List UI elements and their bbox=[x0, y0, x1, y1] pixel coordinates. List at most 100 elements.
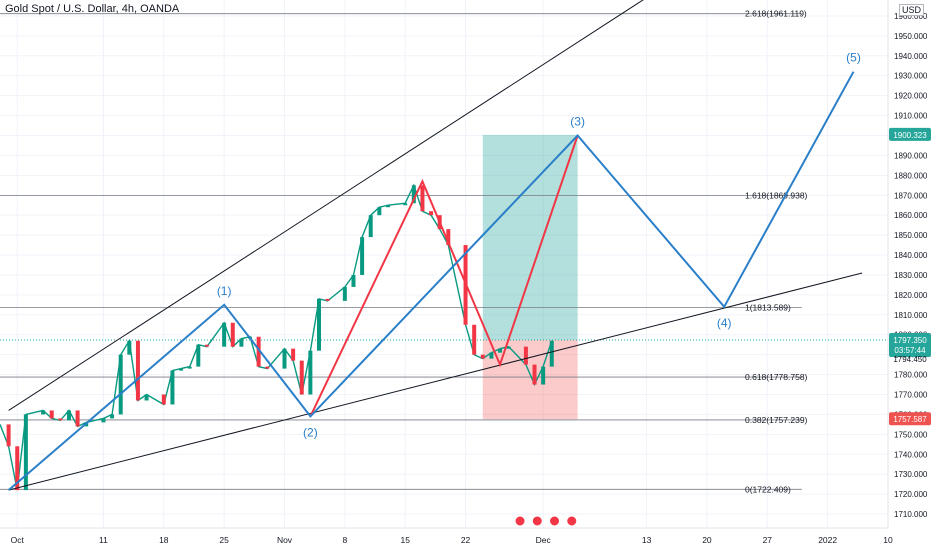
price-candle bbox=[541, 366, 546, 385]
y-tick-label: 1830.000 bbox=[894, 271, 928, 280]
fib-level-label: 0.382(1757.239) bbox=[745, 415, 808, 425]
y-tick-label: 1960.000 bbox=[894, 12, 928, 21]
x-tick-label: 10 bbox=[883, 535, 893, 545]
price-candle bbox=[23, 414, 28, 491]
price-candle bbox=[110, 414, 115, 419]
economic-event-icon[interactable] bbox=[514, 515, 526, 527]
current-price-label: 1797.350 bbox=[893, 336, 927, 345]
price-candle bbox=[170, 370, 175, 405]
price-candle bbox=[204, 344, 209, 347]
y-tick-label: 1720.000 bbox=[894, 490, 928, 499]
economic-event-icon[interactable] bbox=[531, 515, 543, 527]
y-tick-label: 1730.000 bbox=[894, 470, 928, 479]
wave-label: (5) bbox=[846, 51, 861, 65]
x-tick-label: 25 bbox=[219, 535, 229, 545]
price-series-line[interactable] bbox=[0, 183, 553, 491]
price-candle bbox=[351, 274, 356, 287]
price-candle bbox=[325, 298, 330, 301]
near-price-label: 1794.450 bbox=[893, 355, 927, 364]
fib-level-label: 0(1722.409) bbox=[745, 484, 791, 494]
target-price-tag[interactable] bbox=[889, 127, 931, 141]
y-tick-label: 1780.000 bbox=[894, 371, 928, 380]
price-candle bbox=[532, 364, 537, 385]
x-tick-label: Oct bbox=[11, 535, 25, 545]
price-candle bbox=[6, 424, 11, 447]
y-tick-label: 1710.000 bbox=[894, 510, 928, 519]
price-candle bbox=[308, 350, 313, 395]
y-tick-label: 1810.000 bbox=[894, 311, 928, 320]
loss-zone[interactable] bbox=[482, 340, 578, 420]
x-tick-label: 13 bbox=[642, 535, 652, 545]
y-tick-label: 1820.000 bbox=[894, 291, 928, 300]
elliott-wave-path[interactable] bbox=[7, 71, 855, 491]
countdown-label: 03:57:44 bbox=[894, 346, 926, 355]
x-tick-label: 15 bbox=[400, 535, 410, 545]
price-candle bbox=[342, 286, 347, 301]
price-candle bbox=[446, 229, 451, 246]
economic-event-icon[interactable] bbox=[566, 515, 578, 527]
fib-level-label: 1.618(1869.938) bbox=[745, 190, 808, 200]
price-candle bbox=[265, 366, 270, 369]
price-candle bbox=[161, 394, 166, 405]
y-tick-label: 1740.000 bbox=[894, 450, 928, 459]
x-tick-label: 27 bbox=[763, 535, 773, 545]
economic-event-icon[interactable] bbox=[549, 515, 561, 527]
wave-label: (2) bbox=[303, 425, 318, 439]
current-price-tag[interactable] bbox=[889, 333, 931, 358]
x-tick-label: 11 bbox=[99, 535, 108, 545]
y-tick-label: 1890.000 bbox=[894, 151, 928, 160]
price-candle bbox=[377, 207, 382, 216]
channel-line-upper[interactable] bbox=[8, 0, 742, 411]
x-tick-label: 2022 bbox=[818, 535, 837, 545]
wave-label: (3) bbox=[570, 114, 585, 128]
price-axis-panel bbox=[888, 0, 932, 550]
x-tick-label: Dec bbox=[536, 535, 552, 545]
price-candle bbox=[403, 203, 408, 206]
stop-price-tag[interactable] bbox=[889, 412, 931, 426]
price-candle bbox=[506, 346, 511, 349]
y-tick-label: 1920.000 bbox=[894, 92, 928, 101]
y-tick-label: 1940.000 bbox=[894, 52, 928, 61]
price-candle bbox=[256, 336, 261, 367]
y-tick-label: 1860.000 bbox=[894, 211, 928, 220]
y-tick-label: 1750.000 bbox=[894, 430, 928, 439]
price-candle bbox=[179, 368, 184, 371]
price-candle bbox=[41, 410, 46, 415]
price-candle bbox=[135, 340, 140, 401]
price-candle bbox=[316, 298, 321, 351]
red-wave-path[interactable] bbox=[309, 135, 579, 417]
price-candle bbox=[489, 352, 494, 359]
price-candle bbox=[291, 348, 296, 361]
price-candle bbox=[66, 410, 71, 421]
price-candle bbox=[480, 354, 485, 359]
price-candle bbox=[196, 344, 201, 367]
wave-label: (4) bbox=[717, 316, 732, 330]
price-candle bbox=[549, 340, 554, 367]
x-tick-label: Nov bbox=[277, 535, 293, 545]
y-tick-label: 1880.000 bbox=[894, 171, 928, 180]
price-candle bbox=[420, 185, 425, 212]
profit-zone[interactable] bbox=[482, 134, 578, 341]
price-candle bbox=[498, 348, 503, 353]
y-tick-label: 1930.000 bbox=[894, 72, 928, 81]
y-tick-label: 1910.000 bbox=[894, 112, 928, 121]
channel-line-lower[interactable] bbox=[8, 272, 863, 491]
price-candle bbox=[230, 322, 235, 347]
price-candle bbox=[360, 237, 365, 275]
price-candle bbox=[429, 211, 434, 216]
symbol-title: Gold Spot / U.S. Dollar, 4h, OANDA bbox=[5, 3, 180, 15]
price-candle bbox=[187, 366, 192, 369]
currency-badge[interactable]: USD bbox=[898, 4, 924, 16]
price-candle bbox=[385, 205, 390, 208]
target-price-label: 1900.323 bbox=[893, 131, 927, 140]
price-candle bbox=[368, 215, 373, 238]
wave-label: (1) bbox=[217, 284, 232, 298]
stop-price-label: 1757.587 bbox=[893, 415, 927, 424]
y-tick-label: 1840.000 bbox=[894, 251, 928, 260]
fib-level-label: 0.618(1778.758) bbox=[745, 372, 808, 382]
y-tick-label: 1870.000 bbox=[894, 191, 928, 200]
y-tick-label: 1770.000 bbox=[894, 391, 928, 400]
price-candle bbox=[58, 418, 63, 421]
